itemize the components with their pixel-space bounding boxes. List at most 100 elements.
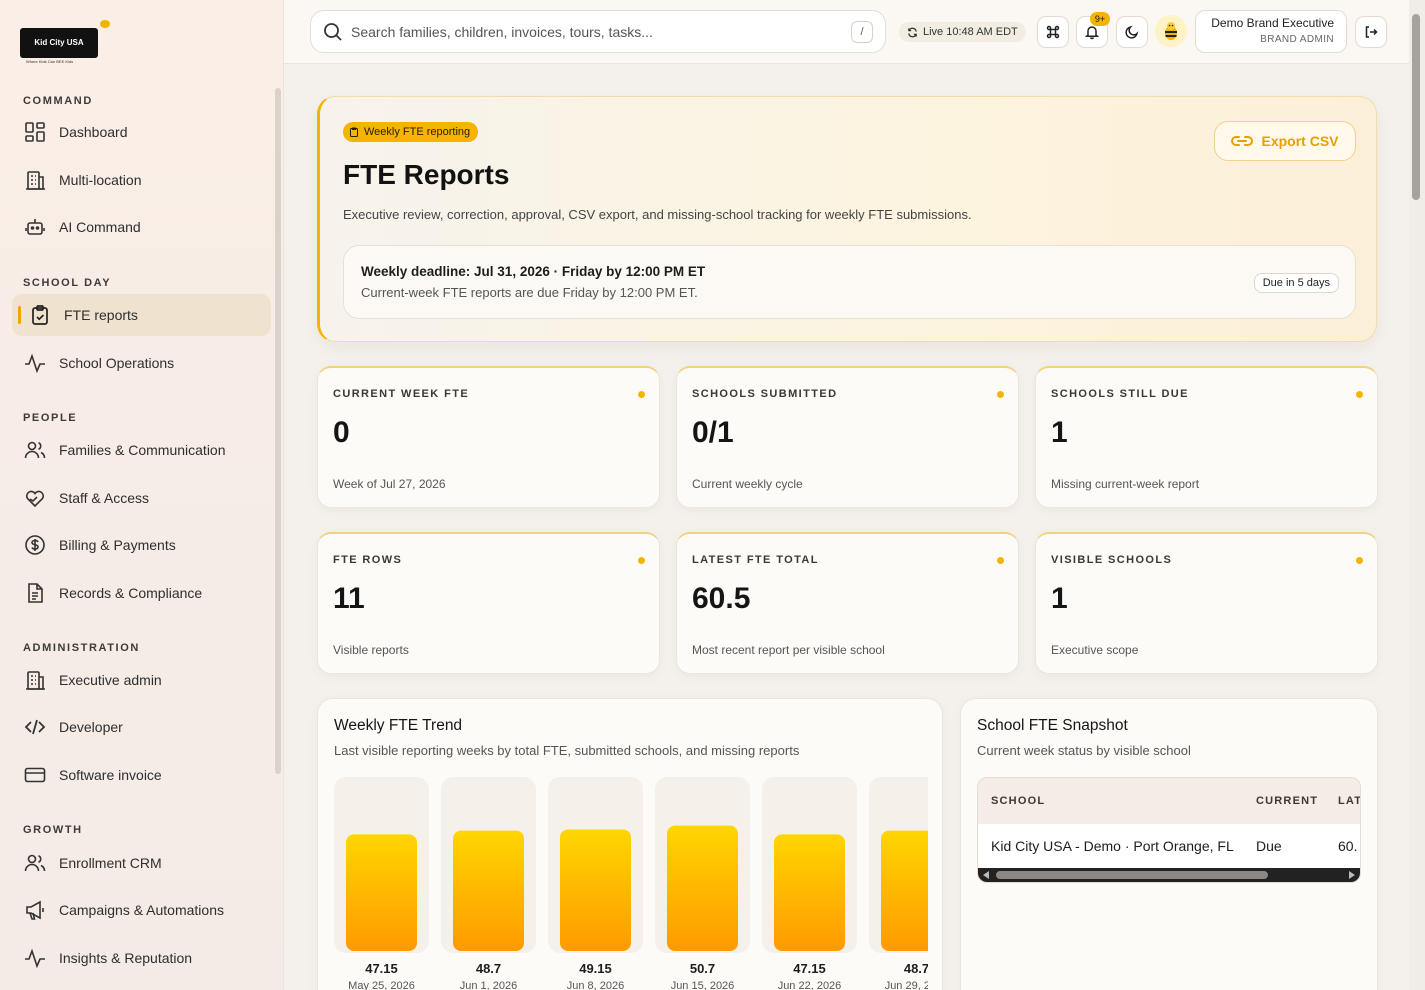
sidebar-item-label: School Operations [59,355,175,371]
bar-value-label: 48.7 [904,961,928,976]
stat-subtext: Executive scope [1051,643,1139,657]
bar-category-label: Jun 8, 2026 [567,980,625,990]
status-dot-icon [997,557,1004,564]
trend-subtitle: Last visible reporting weeks by total FT… [334,743,800,758]
section-pill: Weekly FTE reporting [343,122,479,142]
table-horizontal-scrollbar[interactable] [978,868,1360,882]
export-csv-label: Export CSV [1261,133,1339,149]
sidebar-item-label: Records & Compliance [59,585,203,601]
card-icon [23,763,47,787]
theme-toggle-button[interactable] [1116,16,1148,48]
stat-card-latest-fte-total: LATEST FTE TOTAL 60.5 Most recent report p… [676,532,1019,674]
table-cell-school[interactable]: Kid City USA - Demo · Port Orange, FL [991,838,1234,854]
bar[interactable] [881,830,928,951]
building-icon [23,168,47,192]
bar[interactable] [453,830,524,951]
document-icon [23,581,47,605]
due-badge: Due in 5 days [1253,273,1339,293]
main-scrollbar-track[interactable] [1409,0,1425,990]
command-icon [1046,25,1060,39]
sidebar-item-label: Developer [59,719,123,735]
sidebar-item-staff-access[interactable]: Staff & Access [12,477,271,519]
main-scrollbar-thumb[interactable] [1412,14,1420,200]
bar-value-label: 47.15 [365,961,398,976]
dashboard-icon [23,120,47,144]
notification-count-badge: 9+ [1090,12,1110,26]
column-header-latest[interactable]: LAT [1338,795,1361,807]
table-scrollbar-thumb[interactable] [996,871,1268,879]
bar[interactable] [560,829,631,951]
stat-value: 1 [1051,582,1068,615]
snapshot-table: SCHOOL CURRENT LAT Kid City USA - Demo ·… [977,777,1361,883]
sidebar-item-billing-payments[interactable]: Billing & Payments [12,524,271,566]
search-box[interactable]: Search families, children, invoices, tou… [310,10,886,53]
sidebar-item-multi-location[interactable]: Multi-location [12,159,271,201]
sidebar-item-school-operations[interactable]: School Operations [12,342,271,384]
export-csv-button[interactable]: Export CSV [1214,121,1356,161]
logout-icon [1365,26,1378,38]
sidebar-item-families-communication[interactable]: Families & Communication [12,429,271,471]
brand-logo[interactable]: Kid City USA Where Kids Can BEE Kids [18,18,114,68]
bar-category-label: May 25, 2026 [348,980,415,990]
sidebar-item-enrollment-crm[interactable]: Enrollment CRM [12,842,271,884]
sidebar-item-campaigns-automations[interactable]: Campaigns & Automations [12,889,271,931]
bar-category-label: Jun 22, 2026 [778,980,842,990]
sidebar-item-label: Insights & Reputation [59,950,193,966]
trend-bars-svg: 47.15 May 25, 2026 48.7 Jun 1, 2026 49.15 Jun… [334,777,928,990]
stat-label: VISIBLE SCHOOLS [1051,554,1173,566]
stat-card-schools-still-due: SCHOOLS STILL DUE 1 Missing current-week r… [1035,366,1378,508]
stat-subtext: Missing current-week report [1051,477,1200,491]
users-icon [23,438,47,462]
column-header-current[interactable]: CURRENT [1256,795,1319,807]
users-icon [23,851,47,875]
bar[interactable] [346,834,417,951]
sidebar-item-dashboard[interactable]: Dashboard [12,111,271,153]
sidebar-section-title: ADMINISTRATION [23,642,140,654]
search-shortcut-key: / [851,21,873,43]
column-header-school[interactable]: SCHOOL [991,795,1046,807]
page-description: Executive review, correction, approval, … [343,207,972,222]
bar[interactable] [667,825,738,951]
sidebar-item-executive-admin[interactable]: Executive admin [12,659,271,701]
sidebar-item-records-compliance[interactable]: Records & Compliance [12,572,271,614]
bar-category-label: Jun 1, 2026 [460,980,518,990]
sidebar-item-developer[interactable]: Developer [12,706,271,748]
school-fte-snapshot-panel: School FTE Snapshot Current week status … [960,698,1378,990]
trend-title: Weekly FTE Trend [334,717,463,734]
sidebar-scrollbar[interactable] [275,88,281,774]
command-palette-button[interactable] [1037,16,1069,48]
bee-icon [100,20,110,28]
status-dot-icon [1356,557,1363,564]
sidebar-item-label: Billing & Payments [59,537,176,553]
moon-icon [1125,25,1139,39]
deadline-subtitle: Current-week FTE reports are due Friday … [361,285,698,300]
sidebar-item-fte-reports[interactable]: FTE reports [12,294,271,336]
deadline-title: Weekly deadline: Jul 31, 2026 · Friday b… [361,264,706,279]
stat-label: SCHOOLS STILL DUE [1051,388,1189,400]
sidebar-item-insights-reputation[interactable]: Insights & Reputation [12,937,271,979]
sidebar-item-software-invoice[interactable]: Software invoice [12,754,271,796]
avatar[interactable] [1155,15,1187,47]
bar[interactable] [774,834,845,951]
sidebar-item-ai-command[interactable]: AI Command [12,206,271,248]
pulse-icon [23,351,47,375]
pulse-icon [23,946,47,970]
sidebar-section-title: GROWTH [23,824,83,836]
stat-value: 0/1 [692,416,734,449]
logout-button[interactable] [1355,16,1387,48]
link-icon [1231,136,1254,146]
bell-icon [1084,26,1100,40]
scroll-left-arrow-icon[interactable] [983,871,989,879]
scroll-right-arrow-icon[interactable] [1349,871,1355,879]
sidebar: Kid City USA Where Kids Can BEE Kids COM… [0,0,284,990]
user-role: BRAND ADMIN [1260,34,1334,45]
user-menu-button[interactable]: Demo Brand Executive BRAND ADMIN [1195,10,1347,53]
search-input[interactable]: Search families, children, invoices, tou… [351,23,653,40]
sidebar-item-label: Software invoice [59,767,162,783]
bar-value-label: 50.7 [690,961,715,976]
table-cell-current: Due [1256,838,1282,854]
stat-label: LATEST FTE TOTAL [692,554,819,566]
building-icon [23,668,47,692]
bar-value-label: 47.15 [793,961,826,976]
sidebar-item-label: Multi-location [59,172,142,188]
